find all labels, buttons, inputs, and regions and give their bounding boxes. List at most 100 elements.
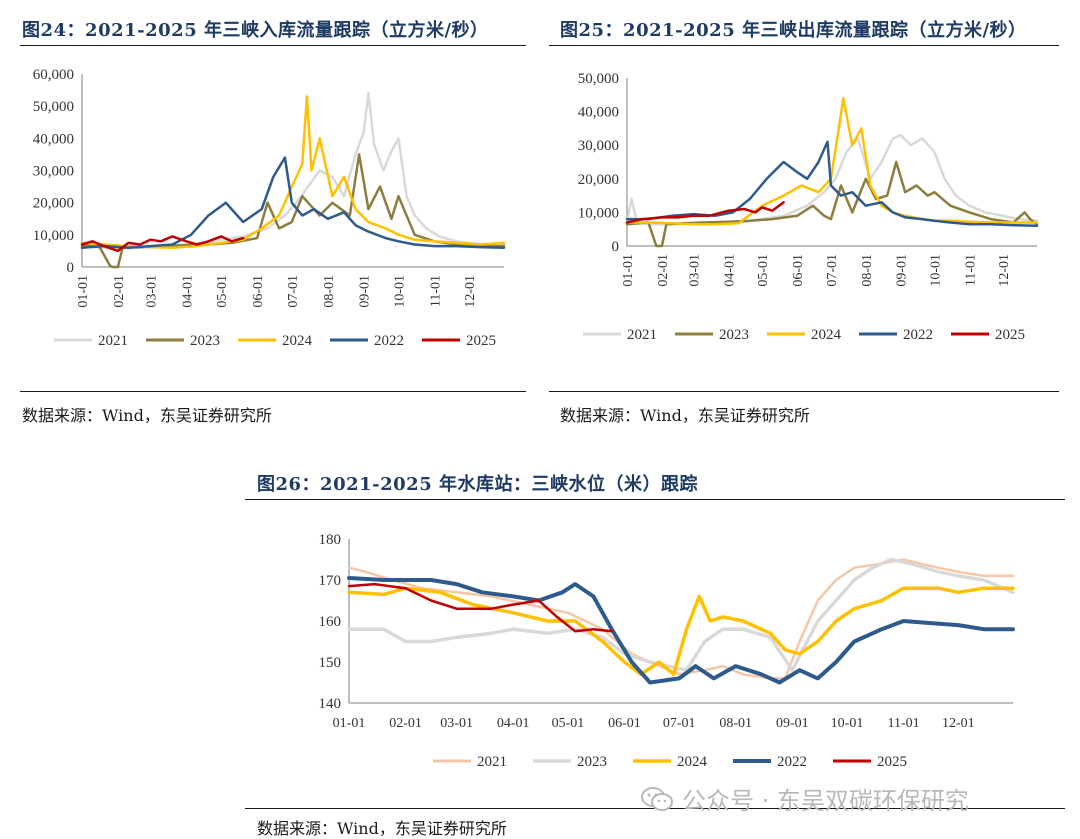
x-tick-label: 11-01 <box>428 275 443 307</box>
legend-label-2024: 2024 <box>811 327 842 343</box>
figure-26-chart: 140 150 160 170 180 01-01 02-01 03-01 04-01 05-01… <box>319 532 1015 770</box>
series-line-2021 <box>625 133 1039 226</box>
figure-24-chart: 0 10,000 20,000 30,000 40,000 50,000 60,000 01-… <box>33 67 506 349</box>
y-tick-label: 180 <box>319 532 342 548</box>
figure-24-bottom-rule <box>20 391 526 392</box>
y-tick-label: 170 <box>319 573 342 589</box>
x-tick-label: 02-01 <box>389 716 422 731</box>
legend-label-2025: 2025 <box>995 327 1025 343</box>
series-line-2024 <box>625 96 1039 226</box>
x-tick-label: 04-01 <box>497 716 530 731</box>
x-tick-label: 11-01 <box>887 716 919 731</box>
x-tick-label: 06-01 <box>791 254 806 287</box>
legend-label-2022: 2022 <box>903 327 933 343</box>
legend-label-2021: 2021 <box>627 327 657 343</box>
series-line-2025 <box>80 235 245 253</box>
y-tick-label: 30,000 <box>33 164 74 180</box>
legend-label-2023: 2023 <box>577 754 607 770</box>
x-tick-label: 10-01 <box>393 275 408 308</box>
y-tick-label: 60,000 <box>33 67 74 83</box>
series-line-2021 <box>80 92 506 250</box>
y-tick-label: 20,000 <box>33 196 74 212</box>
legend-label-2021: 2021 <box>477 754 507 770</box>
y-tick-label: 150 <box>319 655 342 671</box>
figure-24-title: 图24：2021-2025 年三峡入库流量跟踪（立方米/秒） <box>22 20 489 41</box>
x-tick-label: 03-01 <box>687 254 702 287</box>
series-line-2024 <box>347 586 1015 677</box>
series-line-2022 <box>625 140 1039 228</box>
x-tick-label: 07-01 <box>825 254 840 287</box>
x-tick-label: 03-01 <box>440 716 473 731</box>
x-tick-label: 09-01 <box>776 716 809 731</box>
x-tick-label: 02-01 <box>656 254 671 287</box>
series-line-2023 <box>347 557 1015 672</box>
watermark: 公众号 · 东吴双碳环保研究 <box>640 781 969 816</box>
x-tick-label: 12-01 <box>997 254 1012 287</box>
y-tick-label: 10,000 <box>578 205 619 221</box>
y-tick-label: 30,000 <box>578 138 619 154</box>
legend-label-2021: 2021 <box>98 333 128 349</box>
y-tick-label: 50,000 <box>578 71 619 87</box>
x-tick-label: 01-01 <box>621 254 636 287</box>
x-tick-label: 04-01 <box>722 254 737 287</box>
x-tick-label: 08-01 <box>860 254 875 287</box>
series-line-2021 <box>347 558 1015 680</box>
legend-label-2025: 2025 <box>877 754 907 770</box>
figure-25-chart: 0 10,000 20,000 30,000 40,000 50,000 01-01 02-0… <box>578 71 1039 343</box>
y-tick-label: 160 <box>319 614 342 630</box>
legend-label-2023: 2023 <box>719 327 749 343</box>
x-tick-label: 09-01 <box>895 254 910 287</box>
x-tick-label: 06-01 <box>251 275 266 308</box>
y-tick-label: 40,000 <box>33 131 74 147</box>
x-tick-label: 05-01 <box>756 254 771 287</box>
x-tick-label: 12-01 <box>463 275 478 308</box>
x-tick-label: 07-01 <box>286 275 301 308</box>
x-tick-label: 05-01 <box>552 716 585 731</box>
legend-label-2024: 2024 <box>677 754 708 770</box>
x-tick-label: 08-01 <box>719 716 752 731</box>
x-tick-label: 04-01 <box>180 275 195 308</box>
y-tick-label: 0 <box>67 260 75 276</box>
series-line-2023 <box>80 153 506 269</box>
x-tick-label: 09-01 <box>358 275 373 308</box>
legend-label-2022: 2022 <box>374 333 404 349</box>
series-line-2024 <box>80 95 506 249</box>
y-tick-label: 50,000 <box>33 99 74 115</box>
legend-label-2024: 2024 <box>282 333 313 349</box>
wechat-icon <box>641 786 673 811</box>
figure-25-top-rule <box>549 45 1059 46</box>
figure-25-bottom-rule <box>549 391 1059 392</box>
series-line-2022 <box>347 576 1015 685</box>
legend-label-2025: 2025 <box>466 333 496 349</box>
series-line-2022 <box>80 156 506 249</box>
figure-24-source: 数据来源：Wind，东吴证券研究所 <box>22 406 272 425</box>
figure-24-top-rule <box>20 45 526 46</box>
legend-label-2023: 2023 <box>190 333 220 349</box>
x-tick-label: 10-01 <box>831 716 864 731</box>
figure-26-bottom-rule <box>245 808 1065 809</box>
x-tick-label: 01-01 <box>76 275 91 308</box>
series-line-2025 <box>347 582 613 633</box>
watermark-text: 公众号 · 东吴双碳环保研究 <box>682 787 969 815</box>
x-tick-label: 08-01 <box>322 275 337 308</box>
x-tick-label: 03-01 <box>144 275 159 308</box>
legend-label-2022: 2022 <box>777 754 807 770</box>
figure-25-title: 图25：2021-2025 年三峡出库流量跟踪（立方米/秒） <box>560 20 1027 41</box>
y-tick-label: 140 <box>319 696 342 712</box>
figure-25-source: 数据来源：Wind，东吴证券研究所 <box>560 406 810 425</box>
x-tick-label: 10-01 <box>929 254 944 287</box>
x-tick-label: 06-01 <box>608 716 641 731</box>
x-tick-label: 12-01 <box>942 716 975 731</box>
x-tick-label: 07-01 <box>663 716 696 731</box>
x-tick-label: 01-01 <box>333 716 366 731</box>
y-tick-label: 10,000 <box>33 228 74 244</box>
figure-26-top-rule <box>245 499 1065 500</box>
y-tick-label: 20,000 <box>578 172 619 188</box>
x-tick-label: 05-01 <box>215 275 230 308</box>
figure-26-title: 图26：2021-2025 年水库站：三峡水位（米）跟踪 <box>257 474 698 495</box>
x-tick-label: 11-01 <box>963 254 978 286</box>
y-tick-label: 40,000 <box>578 105 619 121</box>
y-tick-label: 0 <box>612 239 620 255</box>
series-line-2025 <box>625 201 785 224</box>
x-tick-label: 02-01 <box>112 275 127 308</box>
